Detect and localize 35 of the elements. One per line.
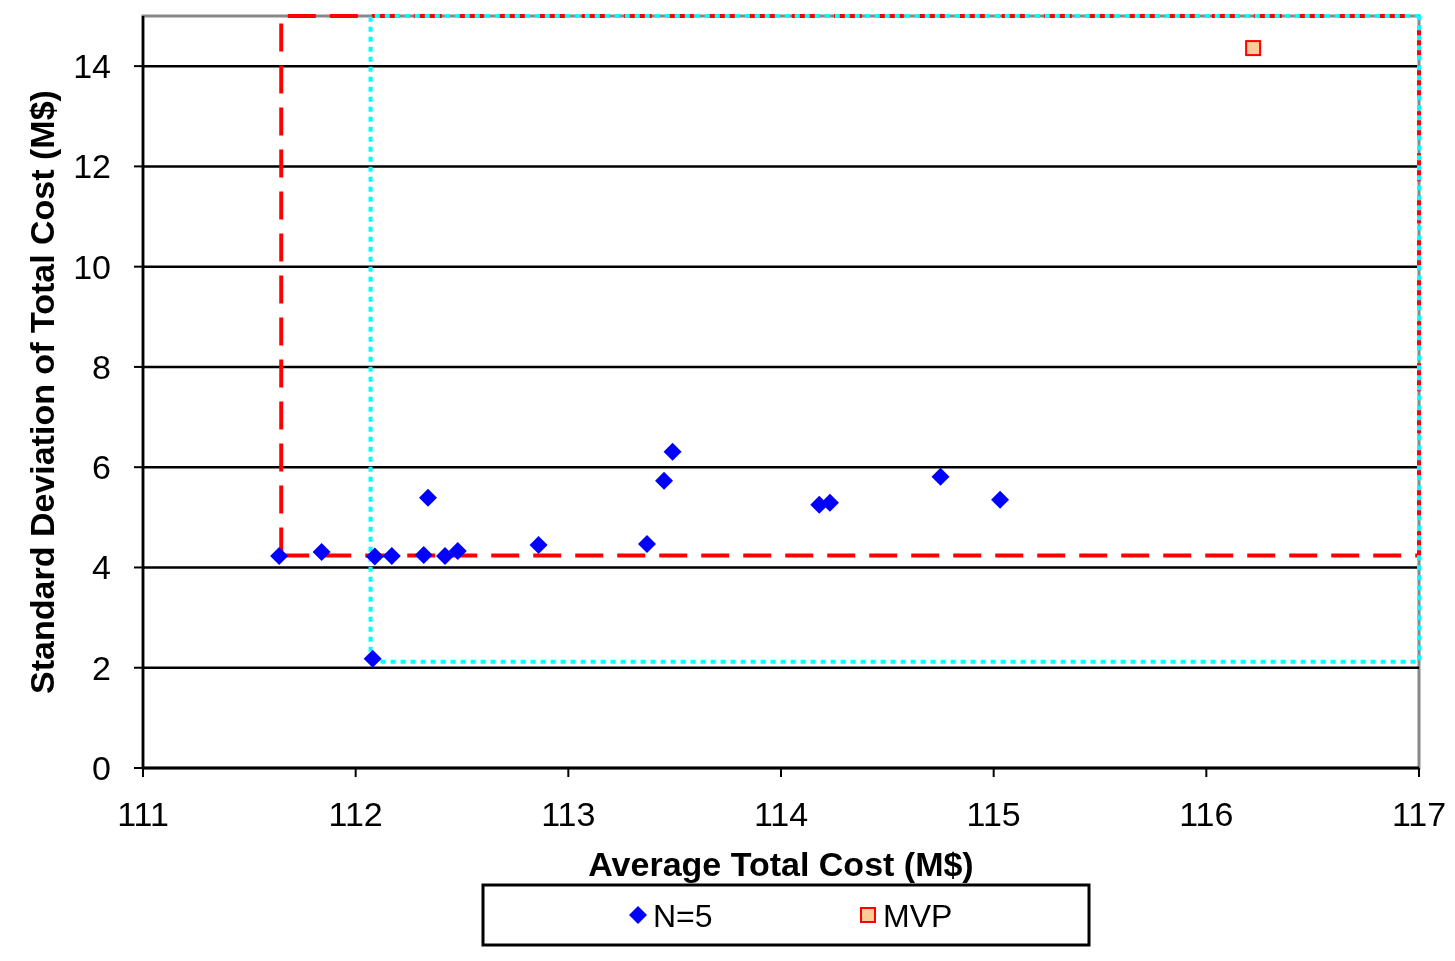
y-axis-title: Standard Deviation of Total Cost (M$) (23, 90, 61, 694)
x-tick-label: 111 (117, 795, 169, 833)
x-tick-label: 114 (753, 795, 809, 833)
point (414, 545, 433, 564)
point (655, 471, 674, 490)
point (435, 546, 454, 565)
y-tick-label: 6 (92, 448, 111, 487)
point (931, 467, 950, 486)
legend-label: N=5 (653, 898, 713, 934)
y-tick-label: 0 (92, 749, 111, 787)
x-tick-label: 117 (1391, 795, 1447, 833)
y-tick-label: 4 (92, 548, 111, 587)
point (365, 547, 384, 566)
x-tick-label: 116 (1179, 795, 1234, 833)
legend-label: MVP (883, 898, 953, 934)
y-tick-label: 10 (73, 247, 111, 286)
point (270, 546, 289, 565)
y-tick-label: 14 (73, 47, 111, 86)
x-tick-label: 115 (966, 795, 1021, 833)
point (1245, 40, 1262, 57)
x-tick-label: 112 (328, 795, 383, 833)
point (418, 488, 437, 507)
point (529, 535, 548, 554)
point (312, 542, 331, 561)
x-tick-label: 113 (541, 795, 596, 833)
point (382, 546, 401, 565)
point (638, 534, 657, 553)
point (663, 442, 682, 461)
point (991, 490, 1010, 509)
y-tick-label: 2 (92, 648, 111, 687)
point (448, 541, 467, 560)
y-tick-label: 12 (73, 147, 111, 186)
y-tick-label: 8 (92, 347, 111, 386)
x-axis-title: Average Total Cost (M$) (588, 845, 974, 883)
point (363, 649, 382, 668)
